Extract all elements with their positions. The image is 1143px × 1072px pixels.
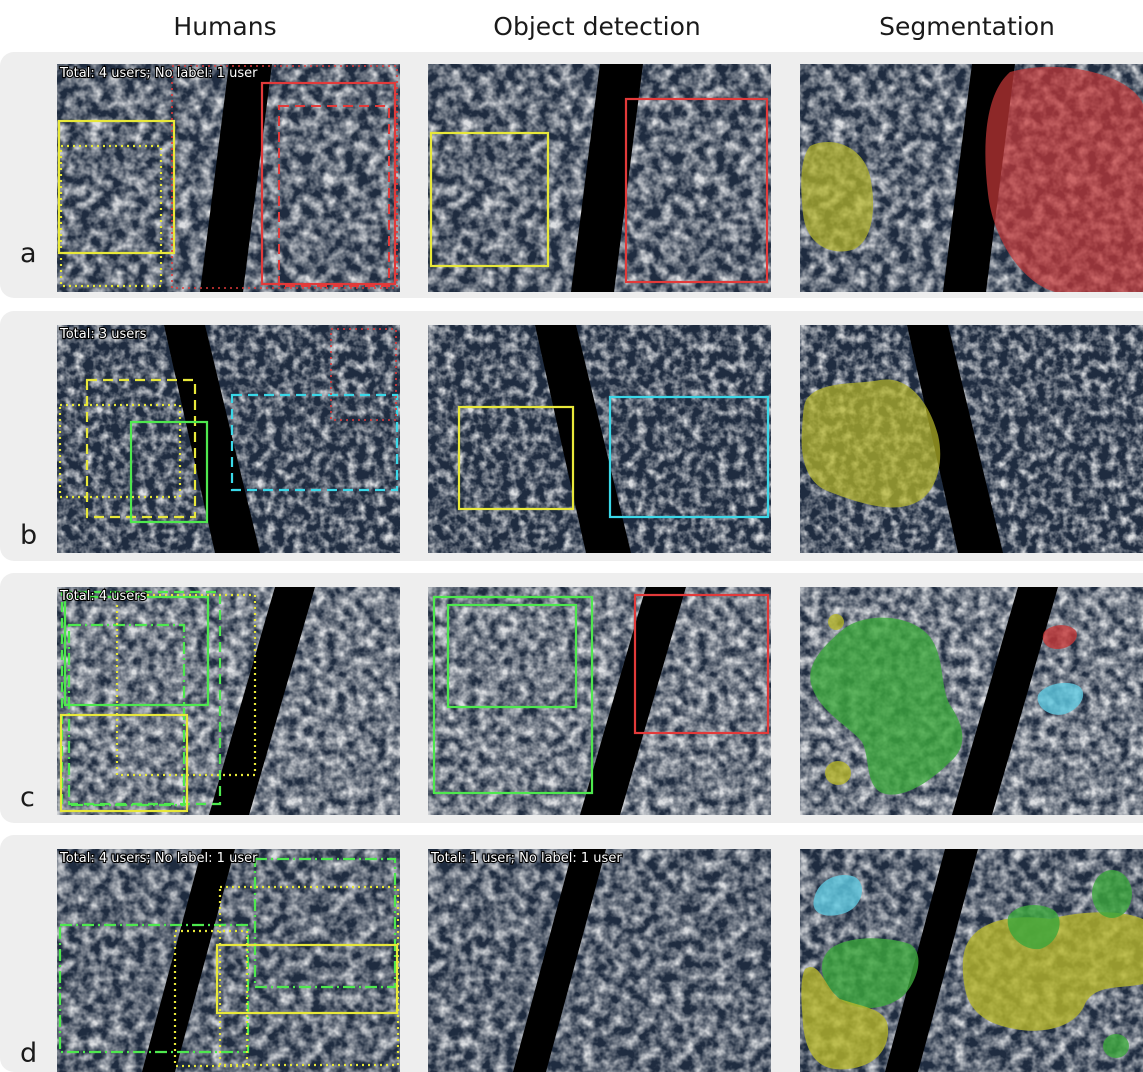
bbox-red-solid <box>624 97 769 284</box>
mask-yellow <box>962 912 1143 1031</box>
panel-caption: Total: 4 users; No label: 1 user <box>59 66 258 81</box>
bbox-green-solid <box>432 595 594 795</box>
bbox-red-dotted <box>171 65 398 289</box>
bbox-yellow-dashed <box>85 378 197 519</box>
mask-green <box>821 938 919 1009</box>
bbox-yellow-dotted <box>59 144 163 288</box>
column-header-humans: Humans <box>173 12 277 41</box>
row-label-c: c <box>20 782 35 813</box>
bbox-green-solid <box>446 603 578 709</box>
bbox-red-solid <box>633 593 770 735</box>
swath-gap <box>142 849 235 1072</box>
panel-caption: Total: 4 users <box>59 589 147 604</box>
bbox-red-solid <box>260 81 397 286</box>
cloud-texture <box>428 849 771 1072</box>
panel-caption: Total: 3 users <box>59 327 147 342</box>
bbox-green-dashed <box>60 590 222 806</box>
swath-gap <box>907 325 1003 553</box>
bbox-cyan-dashed <box>230 393 399 492</box>
row-label-b: b <box>20 520 38 551</box>
bbox-yellow-solid <box>57 119 176 255</box>
bbox-yellow-solid <box>59 713 189 813</box>
mask-cyan <box>1037 682 1084 715</box>
bbox-green-solid <box>129 420 209 524</box>
panel-caption: Total: 1 user; No label: 1 user <box>430 851 622 866</box>
bbox-yellow-dotted <box>218 885 400 1067</box>
mask-cyan <box>813 875 863 916</box>
detection-panel-a <box>428 64 771 292</box>
bbox-yellow-dotted <box>115 593 257 777</box>
bbox-green-dashdot <box>253 857 397 989</box>
bbox-cyan-solid <box>608 395 770 519</box>
row-label-d: d <box>20 1038 38 1069</box>
detection-panel-b <box>428 325 771 553</box>
mask-yellow <box>801 966 889 1070</box>
mask-green <box>810 617 963 795</box>
swath-gap <box>209 587 315 815</box>
bbox-yellow-solid <box>215 943 399 1015</box>
detection-panel-c <box>428 587 771 815</box>
segmentation-panel-b <box>800 325 1143 553</box>
mask-red <box>1042 625 1077 649</box>
bbox-yellow-dotted <box>173 929 249 1068</box>
column-header-object-detection: Object detection <box>493 12 701 41</box>
mask-yellow <box>801 141 874 252</box>
mask-green <box>1007 905 1060 950</box>
humans-panel-c: Total: 4 users <box>57 587 400 815</box>
bbox-yellow-solid <box>457 405 575 511</box>
swath-gap <box>513 849 606 1072</box>
mask-green <box>1103 1034 1129 1058</box>
bbox-green-solid <box>63 595 210 707</box>
mask-red <box>985 66 1143 292</box>
swath-gap <box>200 64 272 292</box>
humans-panel-a: Total: 4 users; No label: 1 user <box>57 64 400 292</box>
mask-yellow <box>825 761 851 785</box>
bbox-green-dashdot <box>58 923 250 1054</box>
mask-green <box>1092 870 1132 918</box>
segmentation-panel-a <box>800 64 1143 292</box>
humans-panel-b: Total: 3 users <box>57 325 400 553</box>
swath-gap <box>952 587 1058 815</box>
column-header-segmentation: Segmentation <box>879 12 1055 41</box>
humans-panel-d: Total: 4 users; No label: 1 user <box>57 849 400 1072</box>
swath-gap <box>885 849 978 1072</box>
swath-gap <box>580 587 686 815</box>
segmentation-panel-d <box>800 849 1143 1072</box>
segmentation-panel-c <box>800 587 1143 815</box>
mask-yellow <box>828 614 844 630</box>
mask-yellow <box>801 379 941 508</box>
bbox-yellow-solid <box>429 131 550 268</box>
bbox-yellow-dotted <box>58 403 182 499</box>
swath-gap <box>535 325 631 553</box>
panel-caption: Total: 4 users; No label: 1 user <box>59 851 258 866</box>
detection-panel-d: Total: 1 user; No label: 1 user <box>428 849 771 1072</box>
row-label-a: a <box>20 238 37 269</box>
cloud-texture <box>57 849 400 1072</box>
swath-gap <box>164 325 260 553</box>
bbox-red-dashed <box>278 105 390 287</box>
